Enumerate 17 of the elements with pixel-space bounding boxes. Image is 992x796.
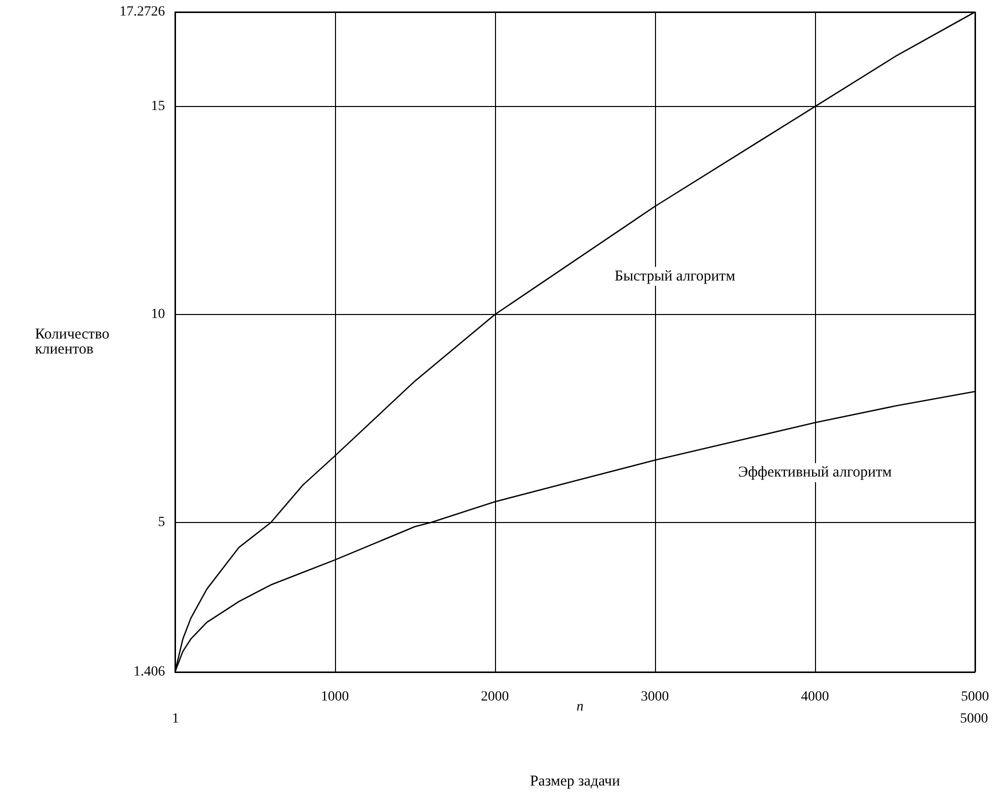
text: 1 bbox=[172, 712, 179, 726]
y-tick-label: 15 bbox=[151, 99, 165, 114]
x-tick-label: 5000 bbox=[961, 690, 989, 704]
x-tick-label: 4000 bbox=[800, 690, 829, 704]
y-axis-title: Количество клиентов bbox=[35, 326, 110, 358]
series-label: Быстрый алгоритм bbox=[614, 268, 736, 284]
x-tick-label: 3000 bbox=[640, 690, 669, 704]
y-tick-label: 5 bbox=[158, 515, 165, 530]
y-tick-label: 17.2726 bbox=[120, 4, 165, 20]
text: n bbox=[576, 700, 584, 714]
x-axis-title: Размер задачи bbox=[530, 774, 620, 790]
y-tick-label: 1.406 bbox=[134, 664, 165, 680]
x-tick-label: 1000 bbox=[320, 690, 349, 704]
series-label: Эффективный алгоритм bbox=[738, 464, 892, 481]
x-tick-label: 2000 bbox=[480, 690, 509, 704]
text: 5000 bbox=[960, 712, 988, 726]
y-tick-label: 10 bbox=[151, 307, 165, 322]
